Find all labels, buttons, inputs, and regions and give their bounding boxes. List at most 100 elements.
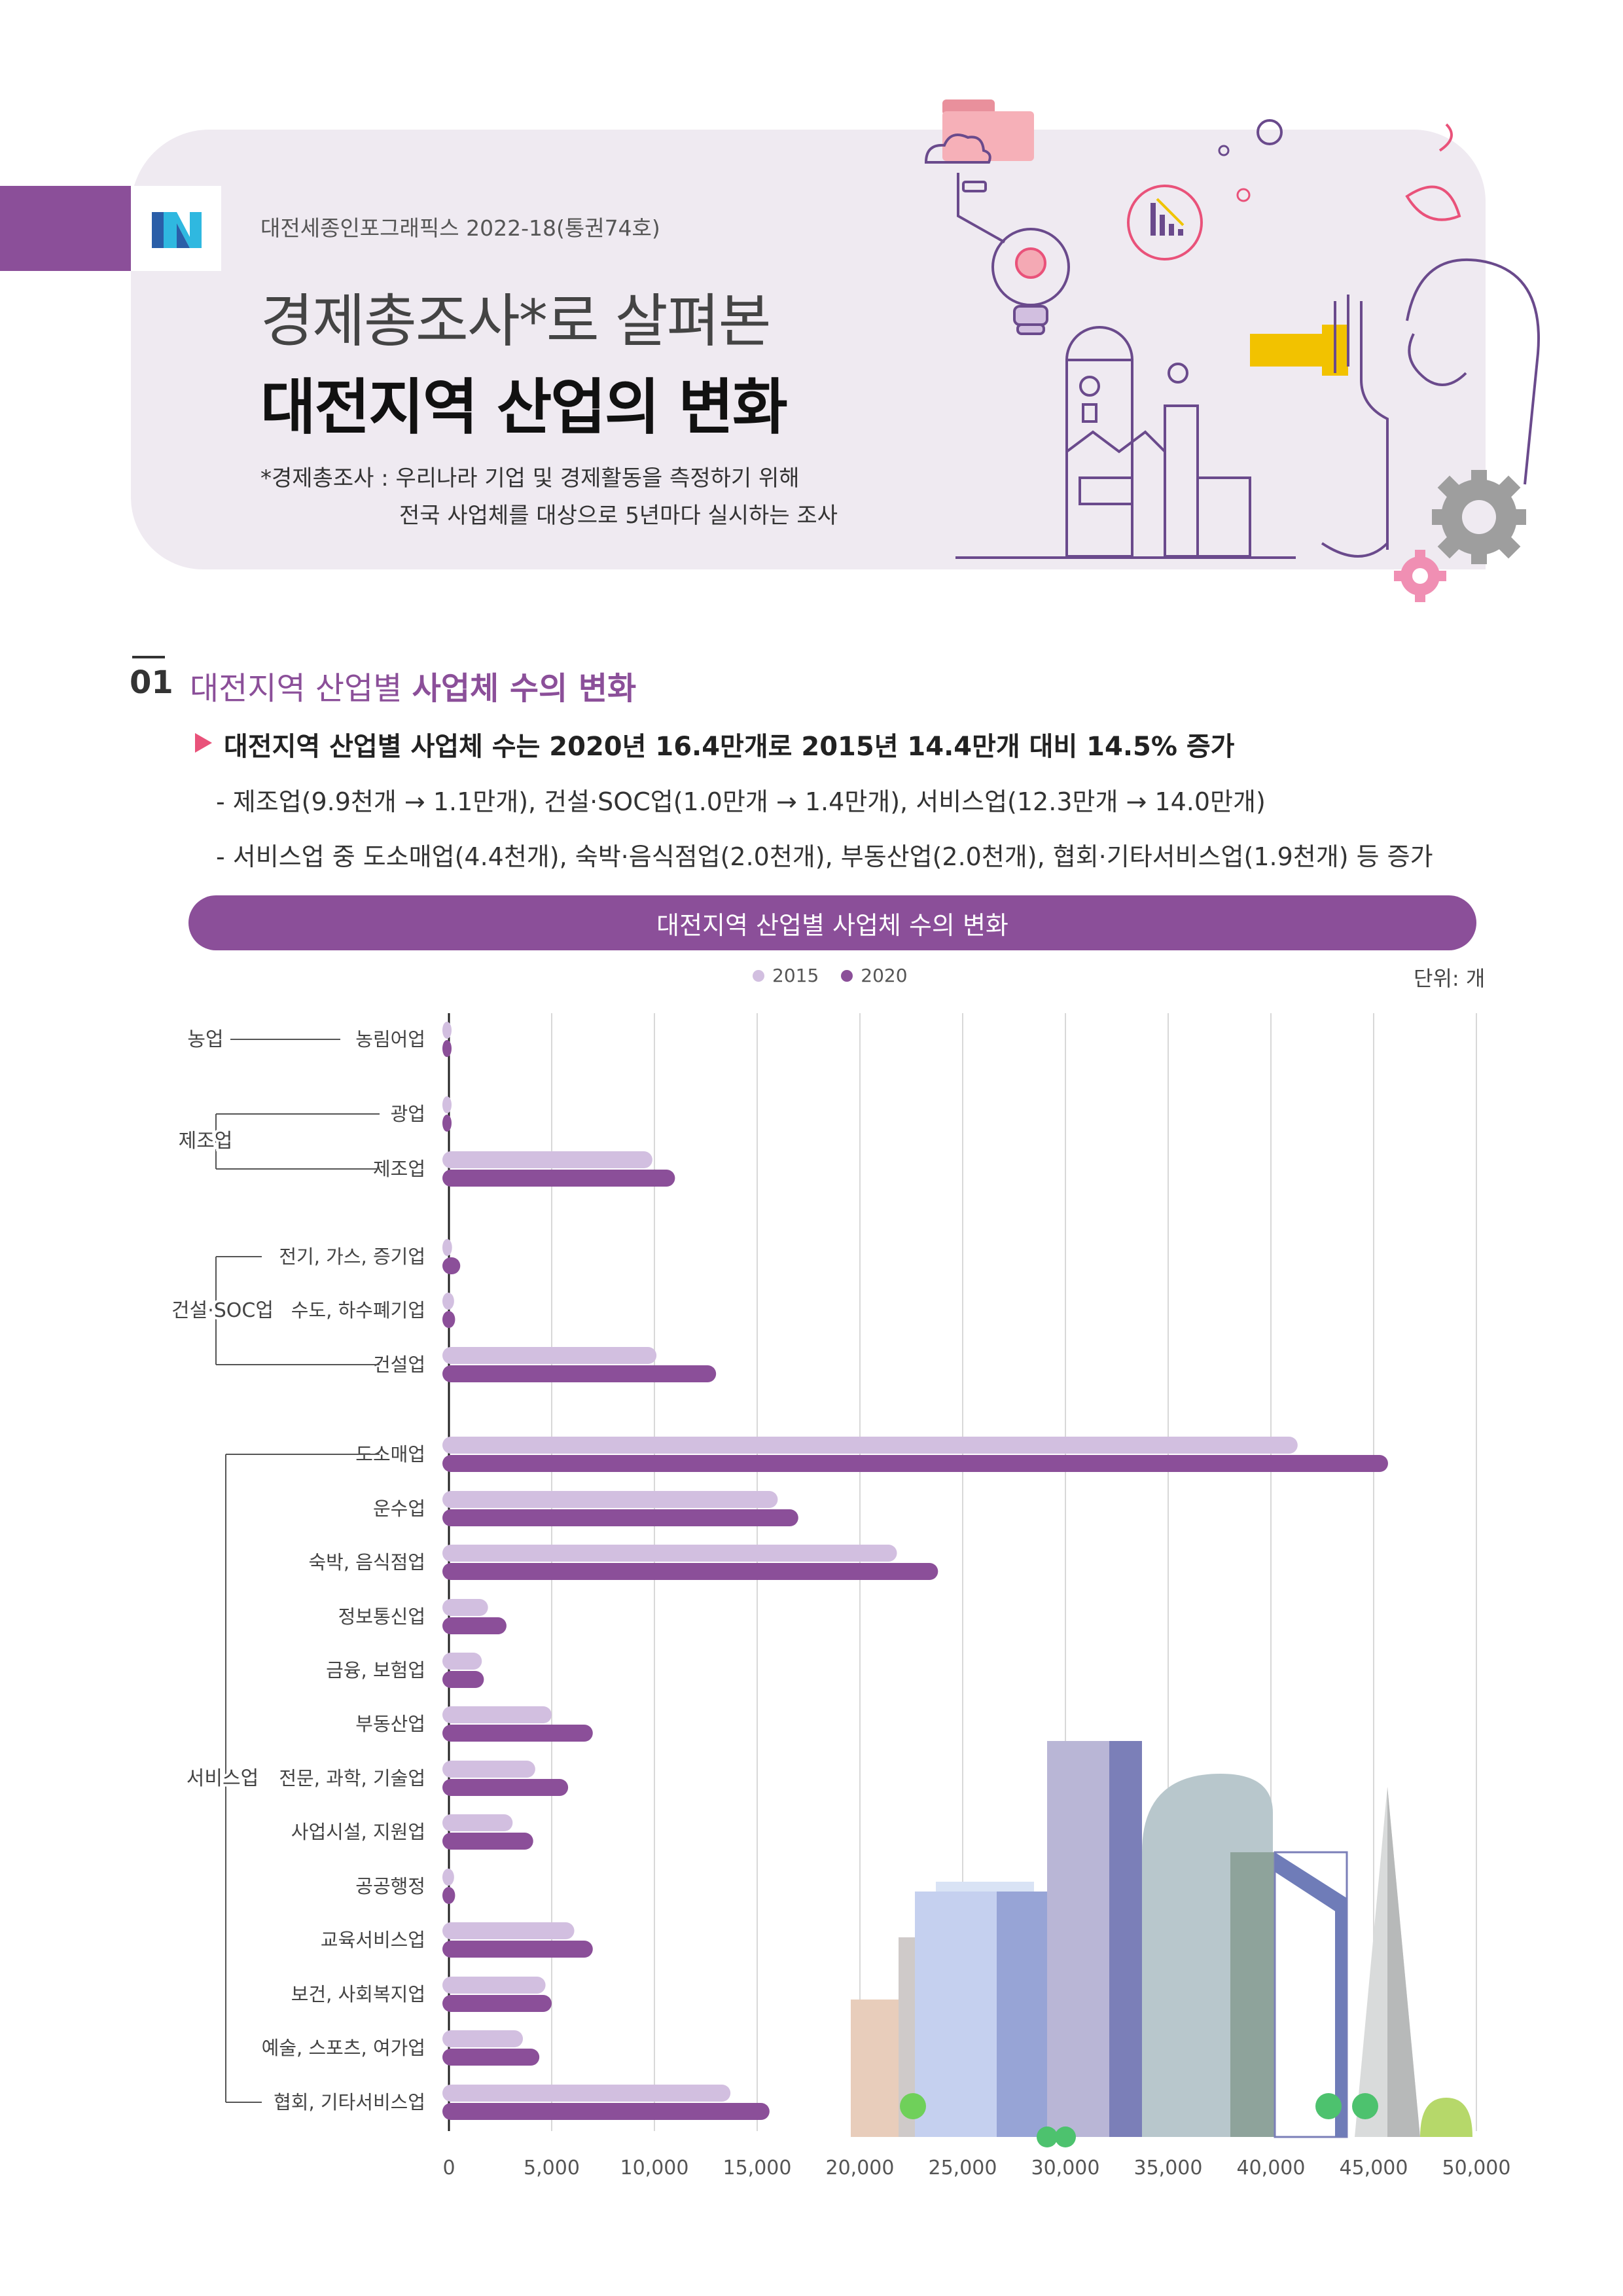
bar-2015 — [442, 2030, 524, 2047]
folder-icon — [942, 99, 1034, 161]
bar-2020 — [442, 1941, 593, 1958]
small-gear-icon — [1394, 550, 1446, 602]
category-label: 부동산업 — [355, 1713, 425, 1735]
legend-label: 2020 — [861, 965, 908, 986]
bar-2020 — [442, 1617, 507, 1634]
legend-item-2020: 2020 — [841, 965, 908, 986]
bar-2020 — [442, 1040, 452, 1057]
header-illustration — [924, 99, 1540, 602]
bar-2015 — [442, 1022, 452, 1039]
gear-icon — [1432, 470, 1526, 564]
section-title-bold: 사업체 수의 변화 — [412, 670, 637, 707]
x-tick-label: 25,000 — [929, 2157, 997, 2179]
legend-swatch — [841, 969, 853, 982]
person-illustration — [1321, 258, 1540, 558]
category-label: 숙박, 음식점업 — [308, 1551, 425, 1573]
n-logo-icon — [152, 212, 202, 248]
bar-2020 — [442, 1257, 461, 1274]
bar-2020 — [442, 1170, 675, 1187]
bar-2015 — [442, 1347, 657, 1364]
bullet-triangle-icon — [195, 733, 212, 753]
legend-label: 2015 — [772, 965, 819, 986]
category-label: 광업 — [391, 1103, 425, 1125]
x-tick-label: 35,000 — [1134, 2157, 1203, 2179]
category-label: 금융, 보험업 — [326, 1659, 425, 1681]
category-label: 건설업 — [373, 1354, 425, 1376]
group-label: 제조업 — [179, 1130, 233, 1153]
category-label: 정보통신업 — [338, 1605, 425, 1628]
bar-2020 — [442, 2049, 540, 2066]
bar-2020 — [442, 1887, 455, 1904]
lead-sentence: 대전지역 산업별 사업체 수는 2020년 16.4만개로 2015년 14.4… — [224, 732, 1235, 762]
bar-2020 — [442, 1311, 455, 1328]
series-label: 대전세종인포그래픽스 2022-18(통권74호) — [260, 215, 660, 241]
bar-2015 — [442, 1977, 546, 1994]
unit-label: 단위: 개 — [1414, 966, 1486, 991]
bar-2015 — [442, 1814, 513, 1831]
x-tick-label: 40,000 — [1237, 2157, 1306, 2179]
section-title: 대전지역 산업별 사업체 수의 변화 — [190, 662, 636, 708]
category-label: 협회, 기타서비스업 — [274, 2091, 425, 2113]
bar-2015 — [442, 2085, 731, 2102]
bar-2015 — [442, 1545, 897, 1562]
category-label: 예술, 스포츠, 여가업 — [262, 2037, 425, 2059]
detail-line-2: - 서비스업 중 도소매업(4.4천개), 숙박·음식점업(2.0천개), 부동… — [216, 842, 1433, 871]
bar-2015 — [442, 1096, 452, 1113]
chart-title: 대전지역 산업별 사업체 수의 변화 — [188, 895, 1476, 950]
x-tick-label: 50,000 — [1442, 2157, 1511, 2179]
bar-2015 — [442, 1491, 778, 1508]
bar-2020 — [442, 1671, 484, 1688]
side-accent-bar — [0, 186, 131, 271]
bar-2020 — [442, 1563, 938, 1580]
telescope-icon — [1250, 334, 1322, 367]
x-tick-label: 15,000 — [723, 2157, 792, 2179]
page-title-line1: 경제총조사*로 살펴본 — [260, 287, 772, 355]
category-label: 공공행정 — [355, 1875, 425, 1897]
x-tick-label: 30,000 — [1031, 2157, 1100, 2179]
category-label: 운수업 — [373, 1498, 425, 1520]
bar-2015 — [442, 1706, 552, 1723]
factory-icon — [955, 326, 1296, 559]
x-tick-label: 45,000 — [1340, 2157, 1408, 2179]
footnote-line1: *경제총조사 : 우리나라 기업 및 경제활동을 측정하기 위해 — [260, 465, 800, 492]
section-title-plain: 대전지역 산업별 — [190, 670, 402, 707]
bar-2015 — [442, 1922, 575, 1939]
category-label: 농림어업 — [355, 1028, 425, 1050]
chart-legend: 2015 2020 — [753, 965, 908, 986]
x-tick-label: 10,000 — [620, 2157, 689, 2179]
legend-item-2015: 2015 — [753, 965, 819, 986]
category-label: 사업시설, 지원업 — [291, 1821, 425, 1843]
group-label: 서비스업 — [187, 1767, 259, 1790]
bar-2015 — [442, 1151, 652, 1168]
page-title-line2: 대전지역 산업의 변화 — [260, 372, 788, 442]
section-number-rule — [132, 656, 165, 658]
bar-2020 — [442, 1779, 569, 1796]
logo-box — [131, 186, 221, 271]
bar-2015 — [442, 1437, 1298, 1454]
bar-2020 — [442, 1455, 1388, 1472]
bar-2020 — [442, 1115, 452, 1132]
group-label: 농업 — [187, 1028, 223, 1051]
bar-2015 — [442, 1293, 454, 1310]
bar-2020 — [442, 1833, 533, 1850]
bar-2015 — [442, 1869, 454, 1886]
bar-2020 — [442, 1365, 717, 1382]
category-label: 전문, 과학, 기술업 — [279, 1767, 425, 1789]
x-tick-label: 20,000 — [826, 2157, 895, 2179]
x-tick-labels: 0 5,000 10,000 15,000 20,000 25,000 30,000 35,0… — [442, 2157, 1510, 2179]
cloud-icon — [924, 134, 991, 192]
category-label: 교육서비스업 — [321, 1929, 425, 1951]
bar-2020 — [442, 1509, 798, 1526]
bar-2020 — [442, 1725, 593, 1742]
bar-2020 — [442, 2103, 770, 2120]
bar-2015 — [442, 1239, 452, 1256]
city-illustration — [851, 1741, 1472, 2147]
bar-2015 — [442, 1761, 535, 1778]
bar-2015 — [442, 1653, 482, 1670]
legend-swatch — [753, 969, 764, 982]
x-tick-label: 5,000 — [524, 2157, 580, 2179]
section-number: 01 — [130, 664, 173, 701]
